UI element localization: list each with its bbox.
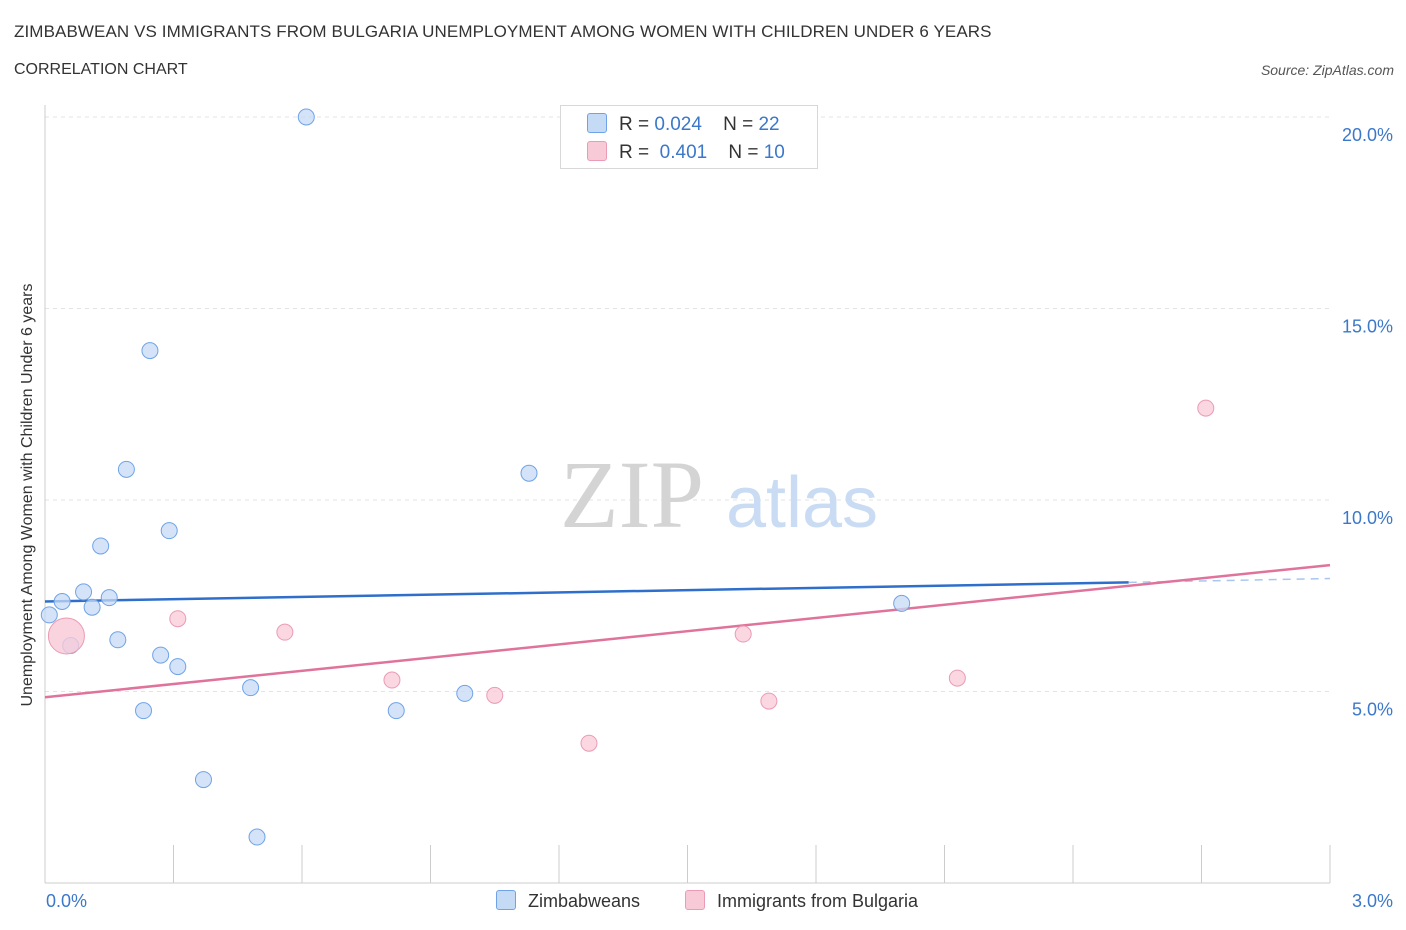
legend-swatch-pink [587,141,607,161]
point-zimbabweans [117,460,135,478]
legend-n-label: N = [723,114,754,135]
correlation-legend: R = 0.024 N = 22 R = 0.401 N = 10 [560,105,818,169]
axes [44,105,1331,884]
point-zimbabweans [75,583,93,601]
source-label: Source: ZipAtlas.com [1260,62,1394,78]
legend-n-label: N = [728,142,759,163]
legend-r-label: R = [619,142,650,163]
legend-swatch-blue [587,113,607,133]
bottom-legend-zimbabweans: Zimbabweans [496,890,640,912]
point-zimbabweans [169,658,187,676]
legend-label: Immigrants from Bulgaria [717,891,919,911]
watermark: ZIP atlas [560,441,878,548]
point-zimbabweans [456,684,474,702]
legend-n-value: 10 [763,142,785,163]
point-bulgaria [169,610,187,628]
point-bulgaria [383,671,401,689]
point-zimbabweans [387,702,405,720]
legend-r-label: R = [619,114,650,135]
x-tick-label: 0.0% [46,891,87,911]
point-bulgaria [1197,399,1215,417]
point-bulgaria [486,686,504,704]
data-points [40,108,1215,846]
y-tick-label: 5.0% [1352,700,1393,720]
point-bulgaria [734,625,752,643]
point-zimbabweans [40,606,58,624]
point-zimbabweans [141,342,159,360]
legend-swatch-pink [685,890,705,910]
point-zimbabweans [135,702,153,720]
y-tick-label: 15.0% [1342,317,1393,337]
point-zimbabweans [160,522,178,540]
point-zimbabweans [194,771,212,789]
point-bulgaria [276,623,294,641]
chart-title: ZIMBABWEAN VS IMMIGRANTS FROM BULGARIA U… [14,22,992,41]
point-zimbabweans [100,589,118,607]
point-zimbabweans [92,537,110,555]
legend-r-value: 0.024 [654,114,702,135]
legend-row-bulgaria: R = 0.401 N = 10 [587,141,785,163]
trend-line-bulgaria [44,563,1331,699]
legend-swatch-blue [496,890,516,910]
point-zimbabweans [297,108,315,126]
tick-labels: 5.0% 10.0% 15.0% 20.0% 0.0% 3.0% [46,125,1393,911]
legend-label: Zimbabweans [528,891,641,911]
trend-line-zimbabweans [44,581,1129,603]
legend-r-value: 0.401 [659,142,708,163]
chart-subtitle: CORRELATION CHART [14,61,188,78]
watermark-atlas: atlas [726,463,878,543]
point-zimbabweans [83,598,101,616]
bottom-legend-bulgaria: Immigrants from Bulgaria [685,890,918,912]
x-tick-label: 3.0% [1352,891,1393,911]
point-zimbabweans [242,679,260,697]
y-tick-label: 20.0% [1342,125,1393,145]
legend-row-zimbabweans: R = 0.024 N = 22 [587,113,780,135]
y-tick-label: 10.0% [1342,508,1393,528]
watermark-zip: ZIP [560,441,704,548]
point-zimbabweans [520,464,538,482]
point-bulgaria [580,734,598,752]
point-bulgaria [948,669,966,687]
point-zimbabweans [53,592,71,610]
point-zimbabweans [893,594,911,612]
legend-n-value: 22 [758,114,780,135]
gridlines [45,116,1330,692]
point-zimbabweans [109,631,127,649]
point-bulgaria [47,617,85,655]
point-zimbabweans [152,646,170,664]
point-zimbabweans [248,828,266,846]
point-bulgaria [760,692,778,710]
trend-lines [44,563,1331,699]
